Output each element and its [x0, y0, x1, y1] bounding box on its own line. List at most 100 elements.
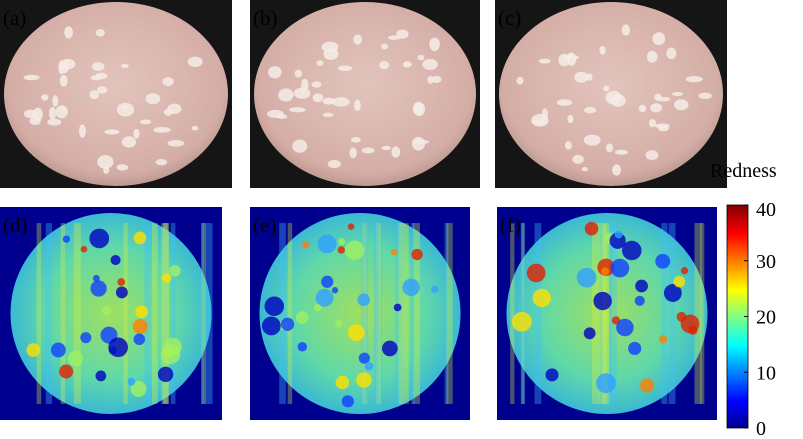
fat-spot: [337, 65, 352, 72]
fat-spot: [638, 104, 647, 113]
redness-spot: [680, 314, 700, 334]
streak: [694, 223, 702, 404]
fat-spot: [58, 60, 66, 75]
redness-spot: [90, 280, 107, 297]
fat-spot: [562, 54, 580, 60]
redness-spot: [130, 380, 147, 397]
streak: [162, 223, 169, 404]
fat-spot: [516, 76, 524, 85]
redness-spot: [431, 285, 439, 293]
fat-spot: [97, 86, 108, 94]
streak: [608, 223, 613, 404]
fat-spot: [289, 107, 306, 113]
redness-spot: [545, 368, 559, 382]
redness-spot: [335, 319, 343, 328]
redness-spot: [680, 267, 689, 275]
streak: [123, 223, 128, 404]
colorbar-tick-label: 10: [756, 362, 776, 384]
fat-spot: [581, 166, 588, 172]
streak: [36, 223, 42, 404]
redness-spot: [301, 241, 310, 249]
fat-spot: [167, 139, 185, 147]
fat-spot: [391, 146, 401, 158]
fat-spot: [121, 136, 137, 148]
streak: [161, 223, 169, 404]
redness-spot: [348, 324, 365, 342]
fat-spot: [89, 90, 99, 100]
fat-spot: [322, 97, 335, 105]
fat-spot: [294, 69, 303, 78]
redness-spot: [295, 311, 309, 324]
fat-spot: [323, 48, 339, 60]
redness-spot: [358, 352, 370, 364]
fat-spot: [332, 97, 350, 107]
streak: [534, 223, 542, 404]
sample-photo: [4, 2, 228, 186]
redness-map: [259, 213, 461, 414]
redness-spot: [321, 275, 334, 288]
streak: [163, 223, 168, 404]
streak: [45, 223, 53, 404]
redness-spot: [659, 335, 668, 344]
fat-spot: [685, 76, 703, 83]
fat-spot: [654, 123, 670, 129]
fat-spot: [605, 143, 614, 153]
colorbar-tick-label: 40: [756, 199, 776, 221]
fat-spot: [59, 75, 68, 87]
redness-spot: [50, 342, 66, 358]
redness-spot: [95, 370, 107, 382]
streak: [361, 223, 369, 404]
fat-spot: [187, 56, 203, 68]
redness-spot: [344, 240, 365, 260]
redness-spot: [576, 267, 597, 288]
colorbar-tick-label: 0: [756, 418, 766, 439]
fat-spot: [32, 107, 43, 121]
redness-spot: [639, 378, 655, 393]
redness-spot: [59, 364, 74, 379]
fat-spot: [275, 114, 288, 119]
streak: [201, 223, 205, 404]
fat-spot: [698, 92, 712, 100]
redness-spot: [133, 333, 146, 346]
streak: [375, 223, 383, 404]
fat-spot: [23, 74, 40, 81]
fat-spot: [541, 108, 548, 121]
colorbar-tick-label: 20: [756, 307, 776, 329]
fat-spot: [381, 43, 389, 50]
colorbar-title: Redness: [710, 160, 777, 182]
streak: [411, 223, 415, 404]
fat-spot: [538, 58, 551, 64]
panel-label: (f): [500, 213, 521, 237]
panel-label: (a): [3, 6, 26, 30]
fat-spot: [599, 45, 606, 55]
fat-spot: [353, 34, 363, 45]
fat-spot: [666, 47, 677, 60]
fat-spot: [567, 114, 574, 124]
redness-spot: [115, 286, 128, 299]
fat-spot: [556, 99, 573, 106]
redness-spot: [634, 295, 645, 306]
fat-spot: [293, 87, 311, 99]
redness-spot: [635, 279, 648, 293]
fat-spot: [145, 93, 161, 105]
panel-label: (c): [498, 6, 521, 30]
redness-spot: [161, 273, 172, 283]
fat-spot: [155, 158, 168, 166]
streak: [412, 223, 420, 404]
fat-spot: [379, 60, 390, 70]
redness-spot: [132, 319, 148, 334]
redness-spot: [341, 395, 354, 408]
redness-spot: [583, 327, 596, 340]
redness-spot: [364, 361, 374, 371]
fat-spot: [572, 154, 584, 164]
redness-spot: [157, 366, 174, 383]
fat-spot: [268, 66, 282, 79]
fat-spot: [103, 166, 110, 174]
streak: [668, 223, 676, 404]
redness-spot: [89, 228, 110, 249]
fat-spot: [531, 119, 547, 125]
streak: [510, 223, 515, 404]
redness-spot: [390, 249, 398, 256]
fat-spot: [120, 64, 129, 69]
fat-spot: [652, 32, 666, 46]
